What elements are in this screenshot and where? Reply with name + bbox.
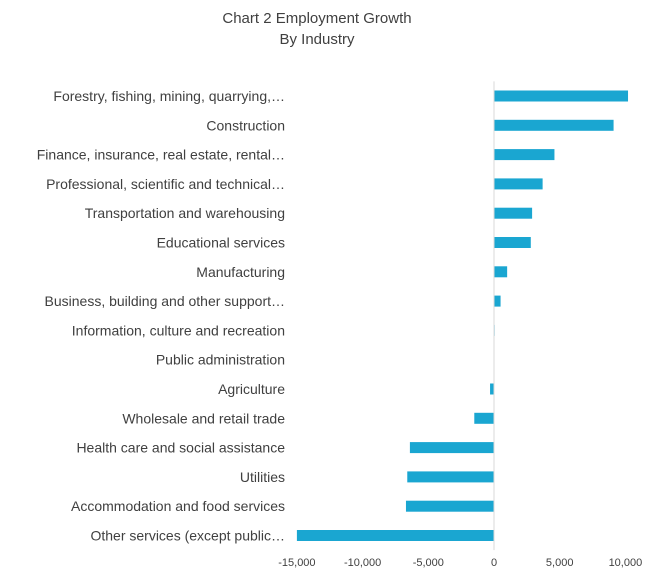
x-axis-tick-labels: -15,000 -10,000 -5,000 0 5,000 10,000 bbox=[278, 557, 642, 569]
bar bbox=[409, 442, 494, 454]
x-tick-label: -5,000 bbox=[413, 557, 444, 569]
chart-subtitle: By Industry bbox=[279, 31, 355, 48]
bar bbox=[296, 530, 494, 541]
x-tick-label: -10,000 bbox=[344, 557, 381, 569]
bar bbox=[494, 237, 531, 248]
x-tick-label: 0 bbox=[491, 557, 497, 569]
x-tick-label: 5,000 bbox=[546, 557, 574, 569]
category-label: Forestry, fishing, mining, quarrying,… bbox=[53, 88, 285, 104]
category-label: Health care and social assistance bbox=[76, 440, 285, 456]
bar bbox=[494, 90, 629, 102]
category-label: Professional, scientific and technical… bbox=[46, 176, 285, 192]
category-label: Educational services bbox=[157, 235, 285, 251]
category-label: Accommodation and food services bbox=[71, 498, 285, 514]
category-label: Other services (except public… bbox=[90, 528, 285, 544]
bar bbox=[494, 178, 543, 190]
bar bbox=[407, 471, 494, 483]
category-label: Business, building and other support… bbox=[45, 293, 285, 309]
chart-title: Chart 2 Employment Growth bbox=[222, 10, 411, 27]
category-label: Construction bbox=[206, 117, 285, 133]
x-tick-label: 10,000 bbox=[609, 557, 643, 569]
bar bbox=[474, 412, 494, 424]
bar bbox=[490, 383, 494, 395]
bar bbox=[494, 266, 508, 278]
category-label: Information, culture and recreation bbox=[72, 322, 285, 338]
bar bbox=[405, 500, 494, 512]
bar bbox=[494, 119, 614, 131]
bar bbox=[494, 295, 501, 307]
category-label: Utilities bbox=[240, 469, 285, 485]
x-tick-label: -15,000 bbox=[278, 557, 315, 569]
bar bbox=[494, 149, 555, 161]
category-label: Public administration bbox=[156, 352, 285, 368]
bar bbox=[494, 207, 533, 219]
category-label: Transportation and warehousing bbox=[85, 205, 285, 221]
category-label: Agriculture bbox=[218, 381, 285, 397]
category-label: Manufacturing bbox=[196, 264, 285, 280]
category-label: Wholesale and retail trade bbox=[122, 410, 285, 426]
category-labels: Forestry, fishing, mining, quarrying,… Co… bbox=[37, 88, 285, 544]
bars-group bbox=[296, 90, 629, 541]
category-label: Finance, insurance, real estate, rental… bbox=[37, 147, 285, 163]
